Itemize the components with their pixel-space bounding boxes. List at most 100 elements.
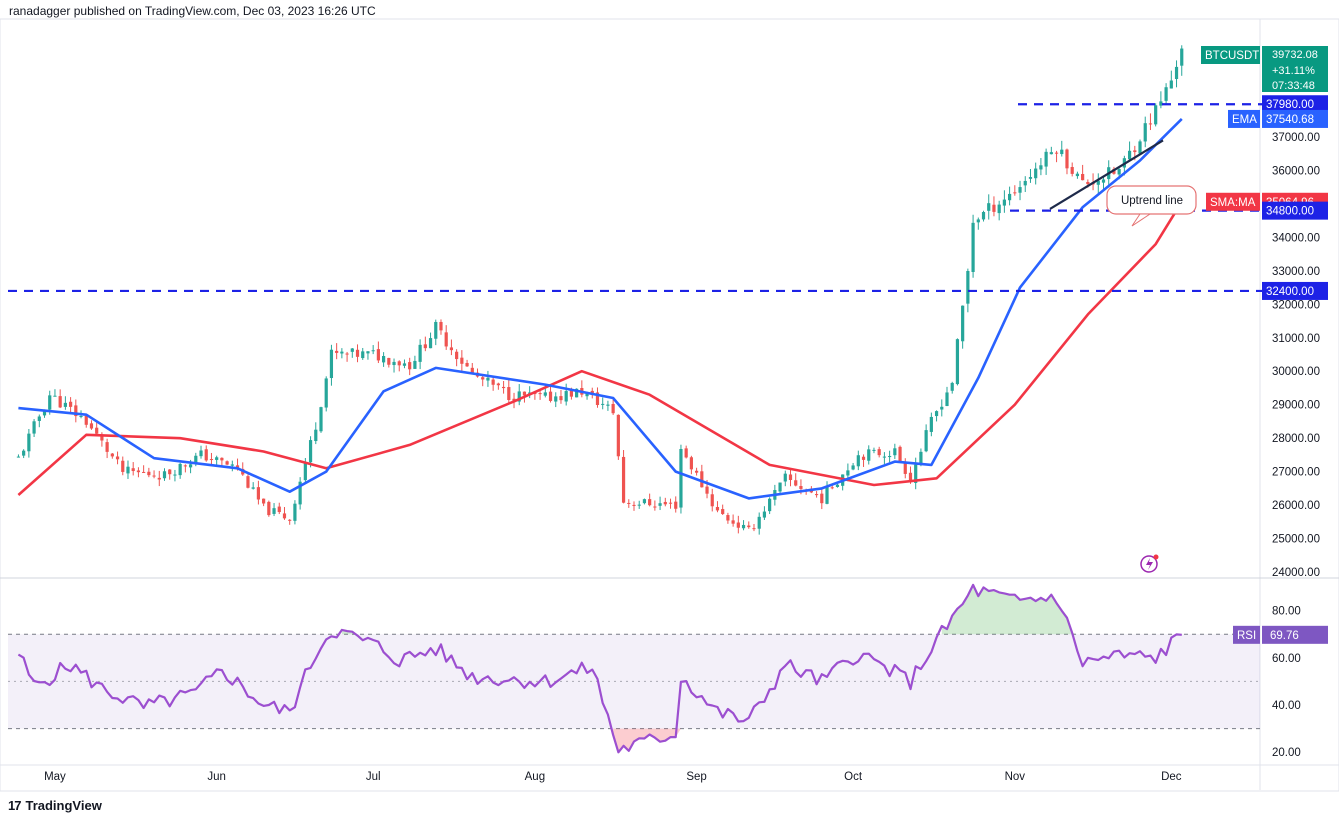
- callout-pointer: [1131, 213, 1152, 227]
- candle-body: [434, 321, 438, 339]
- candle-body: [726, 515, 730, 521]
- ema-line: [18, 117, 1183, 500]
- sma-tag: SMA:MA: [1210, 197, 1256, 209]
- candle-body: [554, 396, 558, 402]
- rsi-label: RSI (14, close, SMA, 14, 2): [15, 588, 155, 600]
- sma-price-tag: 35064.96: [1266, 197, 1314, 209]
- candle-body: [1023, 180, 1027, 186]
- candles: [16, 45, 1184, 535]
- candle-body: [867, 449, 871, 461]
- candle-body: [543, 392, 547, 396]
- candle-body: [345, 353, 349, 355]
- candle-body: [804, 489, 808, 491]
- candle-body: [528, 392, 532, 394]
- candle-body: [1127, 150, 1132, 160]
- candle-body: [1070, 167, 1074, 174]
- candle-body: [350, 348, 354, 352]
- candle-body: [872, 449, 876, 451]
- candle-body: [408, 362, 412, 370]
- sma-value: 35064.96: [160, 66, 209, 78]
- candle-body: [1002, 199, 1006, 206]
- candle-body: [1034, 168, 1038, 179]
- candle-body: [491, 379, 495, 385]
- candle-body: [877, 449, 881, 456]
- countdown: 07:33:48: [1272, 80, 1315, 92]
- candle-body: [449, 347, 454, 351]
- candle-body: [1013, 192, 1017, 194]
- candle-body: [470, 367, 474, 374]
- rsi-tag-bg: [1233, 625, 1260, 644]
- price-tick-label: 27000.00: [1272, 467, 1320, 479]
- candle-body: [157, 477, 161, 480]
- ema-price-tag-bg: [1262, 109, 1328, 128]
- tradingview-logo[interactable]: 17 TradingView: [8, 798, 102, 813]
- candle-body: [366, 351, 370, 354]
- callout-text: Uptrend line: [1121, 195, 1183, 207]
- candle-body: [741, 524, 746, 529]
- candle-body: [16, 456, 21, 458]
- candle-body: [700, 471, 704, 488]
- candle-body: [1122, 158, 1126, 168]
- sma-tag-bg: [1206, 192, 1260, 211]
- price-tick-label: 38000.00: [1272, 99, 1320, 111]
- candle-body: [465, 362, 469, 367]
- candle-body: [361, 351, 365, 359]
- candle-body: [131, 468, 135, 472]
- candle-body: [423, 344, 427, 349]
- candle-body: [84, 416, 88, 425]
- sma-legend[interactable]: SMA (50, close, 0, SMA, 5) 35064.96: [15, 66, 208, 78]
- candle-body: [1164, 87, 1168, 101]
- candle-body: [522, 391, 527, 396]
- candle-body: [814, 494, 819, 496]
- symbol-tag-bg: [1201, 46, 1260, 64]
- candle-body: [846, 470, 850, 476]
- candle-body: [168, 469, 172, 475]
- candle-body: [1107, 167, 1111, 180]
- tradingview-logo-icon: 17: [8, 798, 22, 813]
- candle-body: [152, 475, 156, 477]
- candle-body: [971, 222, 975, 273]
- candle-body: [773, 490, 777, 500]
- candle-body: [382, 356, 386, 363]
- candle-body: [220, 457, 224, 461]
- candle-body: [1086, 181, 1090, 185]
- candle-body: [888, 456, 892, 458]
- ema-legend[interactable]: EMA (20, close, 0, SMA, 5) 37540.68: [15, 49, 208, 61]
- currency-button[interactable]: USDT: [1266, 29, 1332, 55]
- candle-body: [721, 509, 725, 514]
- candle-body: [413, 360, 417, 369]
- candle-body: [387, 357, 391, 365]
- candle-body: [1174, 66, 1179, 79]
- candle-body: [1133, 150, 1137, 153]
- level-tag-34800-bg: [1262, 201, 1328, 220]
- candle-body: [27, 433, 31, 452]
- uptrend-line: [1049, 139, 1164, 210]
- candle-body: [282, 513, 287, 519]
- rsi-tag: RSI: [1237, 630, 1256, 642]
- candle-body: [162, 471, 167, 479]
- candle-body: [799, 486, 803, 489]
- candle-body: [893, 448, 897, 456]
- candle-body: [267, 501, 271, 516]
- candle-body: [663, 501, 667, 505]
- last-change: +31.11%: [1272, 65, 1315, 77]
- candle-body: [288, 519, 292, 521]
- candle-body: [1138, 141, 1142, 154]
- time-tick-label: Aug: [525, 771, 545, 783]
- price-tick-label: 35000.00: [1272, 199, 1320, 211]
- time-tick-label: Sep: [686, 771, 706, 783]
- candle-body: [188, 464, 193, 468]
- rsi-band-fill: [8, 634, 1260, 729]
- rsi-value-tag-bg: [1262, 625, 1328, 644]
- price-tick-label: 37000.00: [1272, 132, 1320, 144]
- rsi-legend[interactable]: RSI (14, close, SMA, 14, 2) 69.76 ∅ ∅ ∅ …: [15, 586, 247, 600]
- time-tick-label: May: [44, 771, 66, 783]
- candle-body: [950, 382, 954, 391]
- candle-body: [794, 480, 798, 486]
- candle-body: [632, 504, 636, 506]
- candle-body: [538, 393, 542, 395]
- candle-body: [1101, 179, 1106, 183]
- candle-body: [903, 462, 907, 474]
- candle-body: [48, 395, 52, 410]
